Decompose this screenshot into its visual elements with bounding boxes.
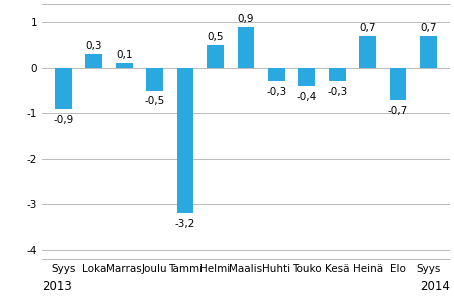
Bar — [298, 68, 315, 86]
Text: 2013: 2013 — [42, 280, 72, 293]
Text: 0,7: 0,7 — [360, 23, 376, 33]
Text: 0,7: 0,7 — [420, 23, 437, 33]
Bar — [329, 68, 345, 82]
Text: -0,4: -0,4 — [297, 92, 317, 102]
Bar — [390, 68, 406, 100]
Text: -0,3: -0,3 — [327, 87, 347, 97]
Text: -0,3: -0,3 — [266, 87, 286, 97]
Text: 0,9: 0,9 — [238, 14, 254, 24]
Bar — [146, 68, 163, 91]
Text: 0,3: 0,3 — [86, 41, 102, 51]
Text: 2014: 2014 — [420, 280, 450, 293]
Bar — [177, 68, 193, 213]
Bar — [420, 36, 437, 68]
Text: -3,2: -3,2 — [175, 219, 195, 229]
Bar — [268, 68, 285, 82]
Text: 0,5: 0,5 — [207, 32, 224, 42]
Text: 0,1: 0,1 — [116, 50, 133, 60]
Bar — [207, 45, 224, 68]
Bar — [55, 68, 72, 109]
Bar — [116, 63, 133, 68]
Text: -0,7: -0,7 — [388, 106, 408, 116]
Bar — [237, 27, 254, 68]
Bar — [359, 36, 376, 68]
Text: -0,5: -0,5 — [144, 96, 165, 107]
Bar — [85, 54, 102, 68]
Text: -0,9: -0,9 — [53, 115, 74, 125]
